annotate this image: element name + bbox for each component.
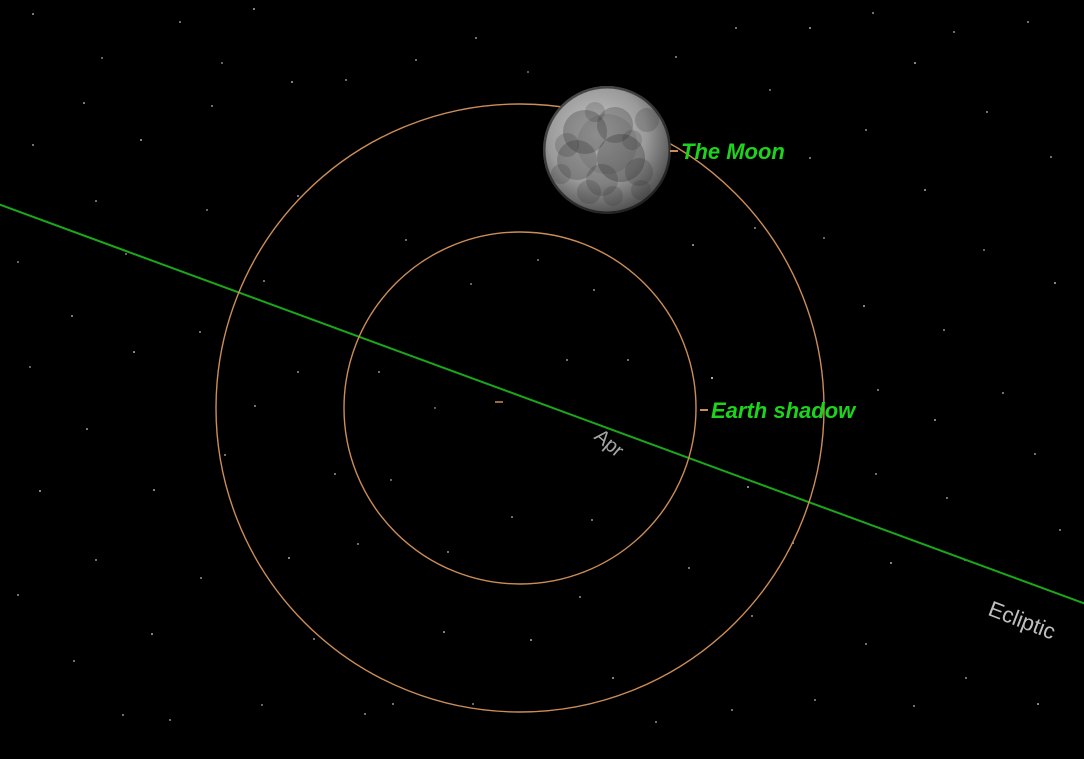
umbra-circle <box>344 232 696 584</box>
moon-label-tick <box>670 150 678 152</box>
diagram-canvas <box>0 0 1084 759</box>
earth-shadow-label: Earth shadow <box>711 398 855 424</box>
moon-label: The Moon <box>681 139 785 165</box>
earth-shadow-label-tick <box>700 409 708 411</box>
moon <box>543 86 671 214</box>
ecliptic-line <box>0 201 1084 607</box>
sky-view: The Moon Earth shadow Apr Ecliptic <box>0 0 1084 759</box>
